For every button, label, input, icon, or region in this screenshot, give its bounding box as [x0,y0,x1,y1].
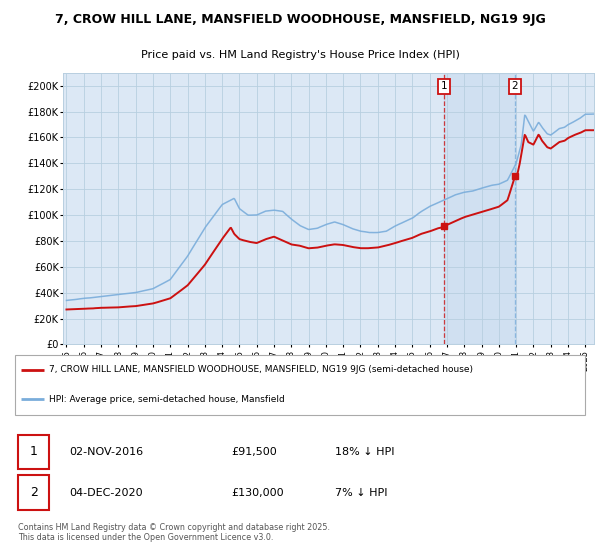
Text: Price paid vs. HM Land Registry's House Price Index (HPI): Price paid vs. HM Land Registry's House … [140,50,460,60]
Text: 2: 2 [29,486,38,499]
Text: 7% ↓ HPI: 7% ↓ HPI [335,488,387,498]
Text: 1: 1 [441,81,448,91]
Bar [444,73,515,344]
Text: 1: 1 [29,445,38,459]
FancyBboxPatch shape [18,435,49,469]
Text: 18% ↓ HPI: 18% ↓ HPI [335,447,394,457]
Text: 04-DEC-2020: 04-DEC-2020 [70,488,143,498]
Text: 2: 2 [511,81,518,91]
FancyBboxPatch shape [18,475,49,510]
Text: 7, CROW HILL LANE, MANSFIELD WOODHOUSE, MANSFIELD, NG19 9JG: 7, CROW HILL LANE, MANSFIELD WOODHOUSE, … [55,13,545,26]
Text: £91,500: £91,500 [231,447,277,457]
Text: 02-NOV-2016: 02-NOV-2016 [70,447,144,457]
FancyBboxPatch shape [15,356,585,414]
Text: Contains HM Land Registry data © Crown copyright and database right 2025.
This d: Contains HM Land Registry data © Crown c… [18,522,330,542]
Text: 7, CROW HILL LANE, MANSFIELD WOODHOUSE, MANSFIELD, NG19 9JG (semi-detached house: 7, CROW HILL LANE, MANSFIELD WOODHOUSE, … [49,365,473,374]
Text: £130,000: £130,000 [231,488,284,498]
Text: HPI: Average price, semi-detached house, Mansfield: HPI: Average price, semi-detached house,… [49,395,285,404]
